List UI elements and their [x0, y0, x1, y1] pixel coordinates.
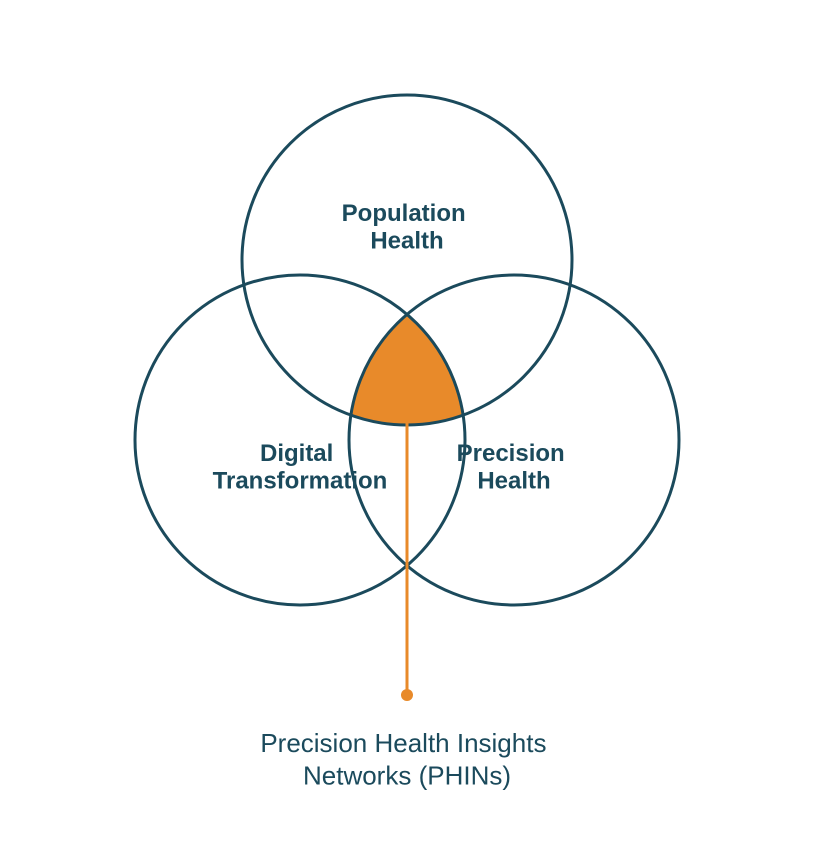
- venn-label-precision-health: Precision Health: [457, 440, 572, 495]
- venn-label-population-health: Population Health: [342, 200, 473, 255]
- caption-phins: Precision Health Insights Networks (PHIN…: [260, 728, 553, 791]
- venn-diagram: Population Health Digital Transformation…: [0, 0, 814, 846]
- venn-label-digital-transformation: Digital Transformation: [213, 440, 388, 495]
- pointer-dot: [401, 689, 413, 701]
